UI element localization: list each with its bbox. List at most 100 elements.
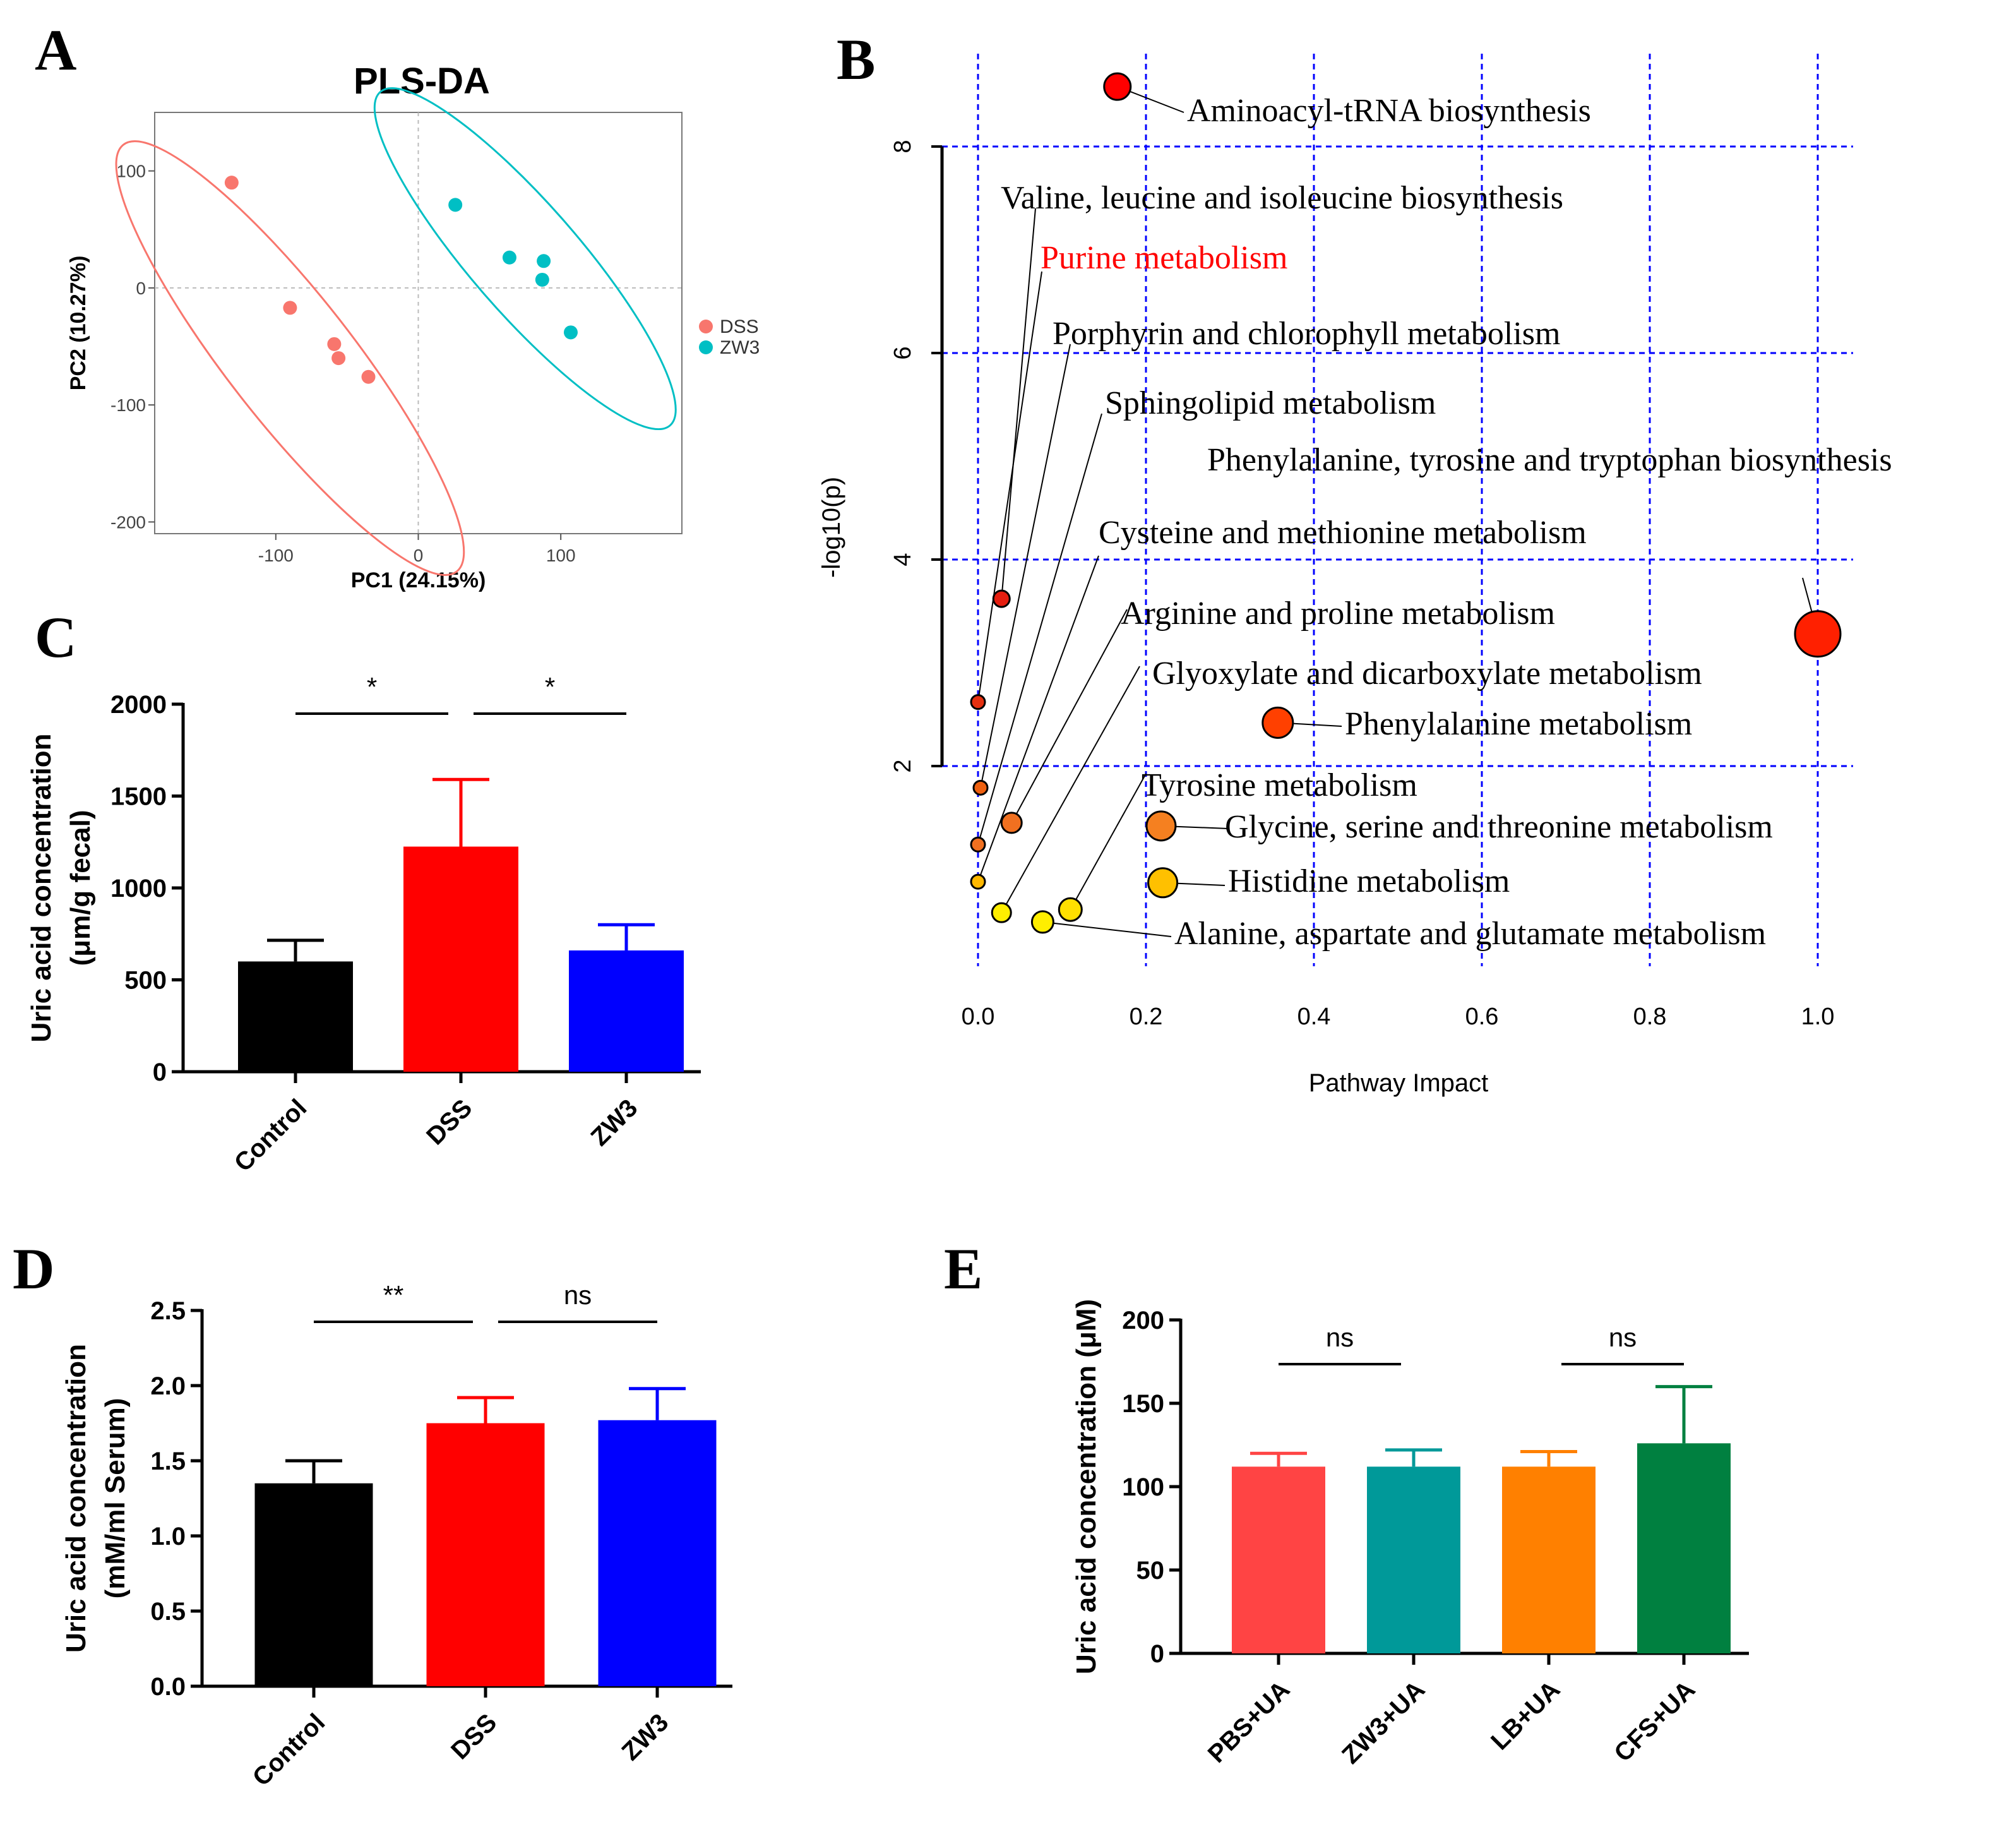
panel-label-c: C xyxy=(35,605,76,669)
x-category-label: Control xyxy=(248,1708,331,1792)
pathway-annotation: Cysteine and methionine metabolism xyxy=(1099,515,1587,551)
annotation-leader-line xyxy=(1001,666,1140,913)
y-tick-label: 2 xyxy=(890,759,916,772)
x-tick-label: 0.8 xyxy=(1633,1004,1667,1030)
pathway-annotation: Purine metabolism xyxy=(1041,240,1287,276)
significance-label: ** xyxy=(383,1280,404,1310)
y-axis-label: (μm/g fecal) xyxy=(65,810,96,966)
annotation-leader-line xyxy=(1070,773,1147,910)
pathway-annotation: Tyrosine metabolism xyxy=(1142,767,1417,803)
x-category-label: LB+UA xyxy=(1486,1675,1565,1755)
x-category-label: ZW3 xyxy=(617,1708,674,1766)
legend-marker-zw3 xyxy=(699,340,713,354)
x-category-label: DSS xyxy=(446,1708,502,1765)
pathway-annotation: Alanine, aspartate and glutamate metabol… xyxy=(1174,916,1766,952)
x-axis-label: PC1 (24.15%) xyxy=(351,568,486,592)
y-axis-label: Uric acid concentration xyxy=(61,1344,92,1653)
pathway-bubble xyxy=(1030,910,1054,934)
x-tick-label: 0.6 xyxy=(1465,1004,1499,1030)
panel-label-a: A xyxy=(35,18,76,82)
y-tick-label: 8 xyxy=(890,140,916,153)
panel-label-d: D xyxy=(13,1237,54,1301)
pathway-bubble xyxy=(970,694,986,710)
pathway-bubble xyxy=(1261,706,1294,739)
y-tick-label: 0 xyxy=(1150,1640,1164,1668)
bar-zw3 xyxy=(569,950,684,1072)
bar-zw3 xyxy=(598,1420,717,1686)
pathway-bubble xyxy=(1794,610,1842,658)
confidence-ellipse-dss xyxy=(115,140,465,576)
y-tick-label: -200 xyxy=(110,512,146,532)
y-tick-label: 2.0 xyxy=(150,1372,186,1400)
bar-lb-ua xyxy=(1502,1466,1596,1653)
score-point-zw3 xyxy=(563,325,578,340)
x-tick-label: 0.4 xyxy=(1297,1004,1331,1030)
score-point-dss xyxy=(361,369,376,384)
pathway-annotation: Porphyrin and chlorophyll metabolism xyxy=(1053,316,1560,352)
x-category-label: ZW3+UA xyxy=(1337,1675,1430,1769)
bar-dss xyxy=(403,846,518,1072)
bar-dss xyxy=(426,1423,545,1686)
x-tick-label: -100 xyxy=(258,546,294,565)
annotation-leader-line xyxy=(1011,609,1128,824)
annotation-leader-line xyxy=(1042,921,1172,937)
score-point-zw3 xyxy=(448,198,463,212)
score-point-zw3 xyxy=(502,250,516,265)
x-category-label: CFS+UA xyxy=(1609,1675,1700,1767)
pathway-bubble xyxy=(970,873,986,890)
y-tick-label: 200 xyxy=(1122,1307,1164,1334)
panel-c-fecal-bars: 0 500 1000 1500 2000 Control DSS ZW3 * * Uric acid… xyxy=(26,672,701,1177)
y-axis-label: Uric acid concentration xyxy=(26,733,57,1042)
score-point-dss xyxy=(283,301,297,315)
legend-label-zw3: ZW3 xyxy=(720,337,760,358)
confidence-ellipse-zw3 xyxy=(373,87,677,431)
x-axis-label: Pathway Impact xyxy=(1309,1069,1489,1097)
bar-pbs-ua xyxy=(1232,1466,1325,1653)
score-point-dss xyxy=(224,176,239,190)
y-tick-label: 1.5 xyxy=(150,1447,186,1475)
significance-label: ns xyxy=(1326,1322,1354,1352)
significance-label: * xyxy=(545,672,555,702)
y-tick-label: 4 xyxy=(890,553,916,566)
pathway-bubble xyxy=(1058,897,1083,922)
pathway-annotation: Aminoacyl-tRNA biosynthesis xyxy=(1187,93,1591,129)
x-tick-label: 0 xyxy=(414,546,424,565)
pathway-bubble xyxy=(992,589,1011,608)
y-tick-label: 0 xyxy=(153,1058,167,1086)
annotation-leader-line xyxy=(1001,208,1036,599)
pathway-bubble xyxy=(1103,72,1132,101)
panel-b-pathway: 2 4 6 8 0.0 0.2 0.4 0.6 0.8 1.0 Pathway Impact -log… xyxy=(818,54,1892,1097)
x-category-label: Control xyxy=(229,1094,313,1177)
bar-control xyxy=(254,1483,373,1686)
pathway-bubble xyxy=(991,902,1012,923)
y-axis-label: -log10(p) xyxy=(818,477,845,578)
y-tick-label: 2.5 xyxy=(150,1297,186,1325)
x-tick-label: 0.2 xyxy=(1130,1004,1163,1030)
y-tick-label: 150 xyxy=(1122,1390,1164,1418)
legend-marker-dss xyxy=(699,320,713,333)
panel-e-invitro-bars: 0 50 100 150 200 PBS+UA ZW3+UA LB+UA CFS+UA ns ns U… xyxy=(1071,1299,1749,1769)
significance-label: ns xyxy=(1609,1322,1637,1352)
significance-label: * xyxy=(367,672,377,702)
annotation-leader-line xyxy=(977,271,1042,702)
significance-label: ns xyxy=(564,1280,592,1310)
bar-cfs-ua xyxy=(1637,1443,1731,1653)
y-axis-label: (mM/ml Serum) xyxy=(100,1398,131,1599)
pathway-bubble xyxy=(1147,867,1179,899)
pathway-bubble xyxy=(1000,812,1023,834)
y-tick-label: 100 xyxy=(1122,1473,1164,1501)
pathway-bubble xyxy=(970,836,986,853)
y-tick-label: 500 xyxy=(124,967,167,995)
y-tick-label: 0 xyxy=(136,279,146,298)
score-point-dss xyxy=(327,337,342,351)
chart-title: PLS-DA xyxy=(354,61,490,102)
pathway-annotation: Sphingolipid metabolism xyxy=(1105,385,1436,421)
y-tick-label: 1500 xyxy=(110,783,167,811)
y-tick-label: 50 xyxy=(1136,1557,1165,1585)
pathway-annotation: Glycine, serine and threonine metabolism xyxy=(1225,809,1773,845)
pathway-annotation: Valine, leucine and isoleucine biosynthe… xyxy=(1001,180,1563,216)
bar-zw3-ua xyxy=(1367,1466,1460,1653)
x-tick-label: 1.0 xyxy=(1801,1004,1835,1030)
pathway-annotation: Glyoxylate and dicarboxylate metabolism xyxy=(1152,656,1702,692)
